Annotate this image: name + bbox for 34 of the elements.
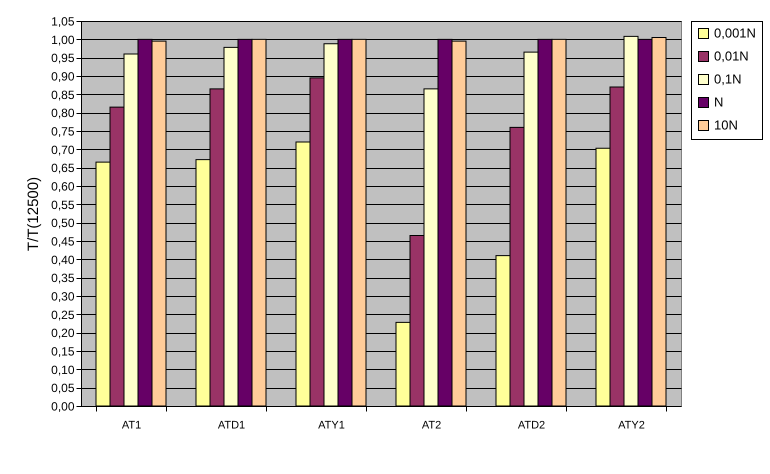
y-tick-label: 1,05 (51, 14, 75, 28)
y-tick-label: 0,85 (51, 88, 75, 102)
y-tick-label: 0,20 (51, 326, 75, 340)
y-tick-label: 0,00 (51, 400, 75, 414)
y-tick-label: 0,50 (51, 216, 75, 230)
y-tick-label: 0,35 (51, 271, 75, 286)
legend-label: 0,1N (714, 72, 742, 86)
y-tick-label: 0,65 (51, 161, 75, 176)
y-tick-label: 0,10 (51, 362, 75, 377)
y-axis-title: T/T(12500) (25, 176, 42, 252)
y-tick-label: 0,90 (51, 70, 75, 84)
legend-label: N (714, 94, 724, 110)
x-tick-label: AT2 (422, 420, 442, 432)
y-tick-label: 0,75 (51, 124, 75, 138)
y-tick-label: 0,30 (51, 290, 75, 304)
legend-label: 0,001N (714, 26, 756, 40)
x-tick-label: ATY2 (618, 420, 645, 432)
y-tick-label: 0,25 (51, 308, 75, 322)
y-tick-label: 0,60 (51, 180, 75, 194)
y-tick-label: 0,40 (51, 252, 75, 267)
x-tick-label: ATD1 (218, 420, 246, 432)
y-tick-label: 0,45 (51, 234, 75, 248)
y-tick-label: 0,95 (51, 51, 75, 66)
y-tick-label: 0,80 (51, 106, 75, 120)
x-tick-label: ATD2 (518, 420, 546, 432)
y-tick-label: 0,70 (51, 142, 75, 157)
y-tick-label: 0,55 (51, 198, 75, 212)
x-tick-label: ATY1 (318, 420, 345, 432)
legend-label: 10N (714, 118, 738, 132)
y-tick-label: 0,05 (51, 381, 75, 396)
y-tick-label: 1,00 (51, 32, 75, 47)
legend-label: 0,01N (714, 48, 749, 64)
y-tick-label: 0,15 (51, 344, 75, 358)
x-tick-label: AT1 (122, 420, 142, 432)
